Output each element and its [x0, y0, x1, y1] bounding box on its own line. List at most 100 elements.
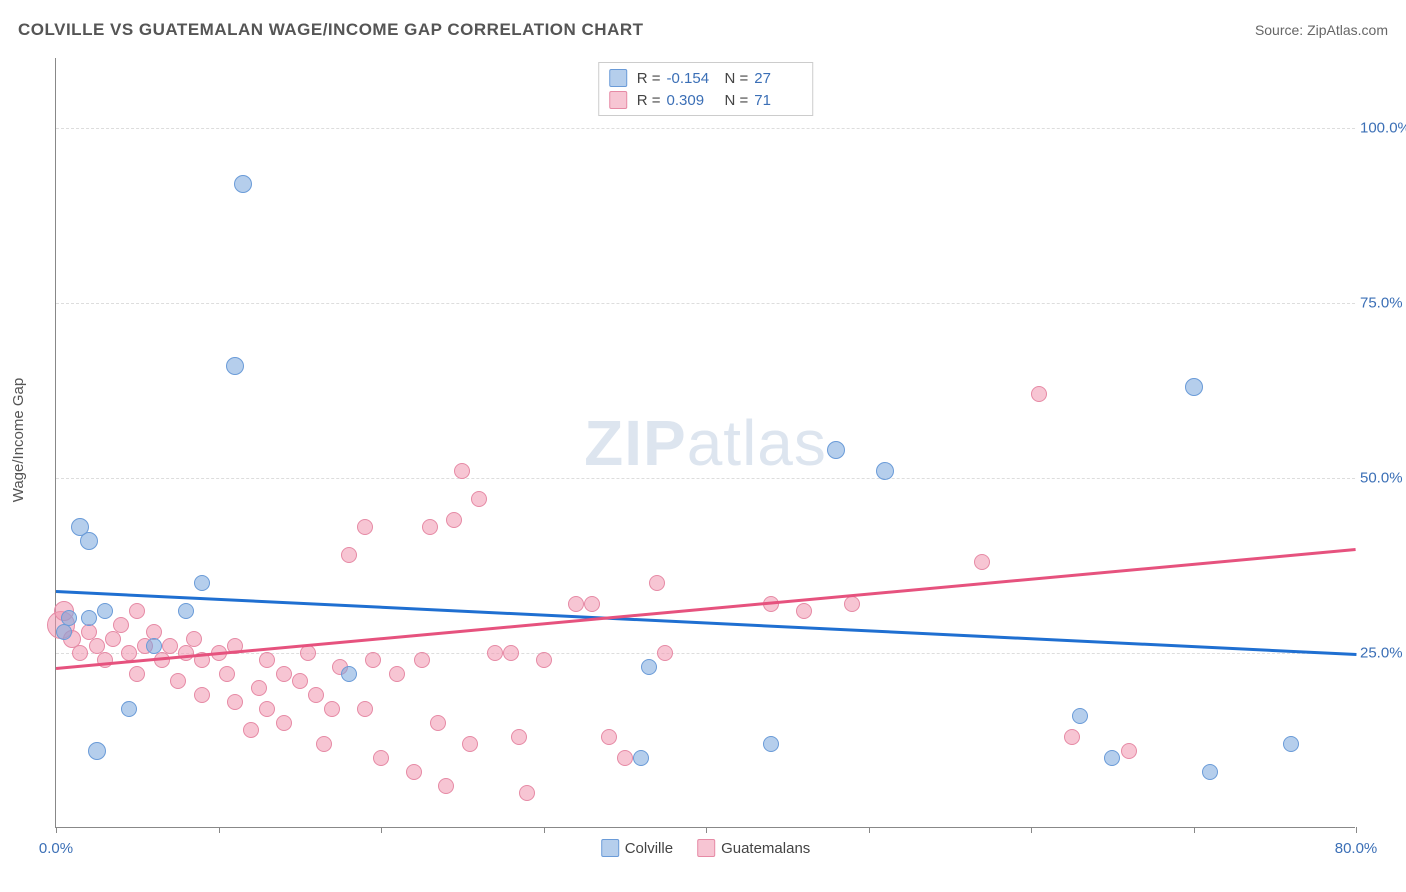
data-point	[186, 631, 202, 647]
x-tick	[381, 827, 382, 833]
data-point	[324, 701, 340, 717]
data-point	[226, 357, 244, 375]
data-point	[251, 680, 267, 696]
data-point	[536, 652, 552, 668]
n-label: N =	[725, 92, 749, 109]
x-tick-label: 80.0%	[1335, 840, 1378, 857]
data-point	[617, 750, 633, 766]
data-point	[584, 596, 600, 612]
y-tick-label: 100.0%	[1360, 120, 1406, 137]
y-axis-label: Wage/Income Gap	[10, 378, 27, 503]
legend-swatch	[601, 839, 619, 857]
data-point	[162, 638, 178, 654]
trend-line	[56, 548, 1356, 669]
data-point	[113, 617, 129, 633]
series-legend: Colville Guatemalans	[601, 839, 811, 857]
r-value: -0.154	[667, 70, 715, 87]
data-point	[121, 701, 137, 717]
data-point	[276, 715, 292, 731]
data-point	[259, 701, 275, 717]
n-label: N =	[725, 70, 749, 87]
data-point	[129, 603, 145, 619]
data-point	[259, 652, 275, 668]
n-value: 27	[754, 70, 802, 87]
data-point	[365, 652, 381, 668]
legend-swatch	[697, 839, 715, 857]
data-point	[56, 624, 72, 640]
trend-line	[56, 590, 1356, 655]
data-point	[1283, 736, 1299, 752]
data-point	[519, 785, 535, 801]
data-point	[974, 554, 990, 570]
data-point	[568, 596, 584, 612]
gridline	[56, 303, 1355, 304]
scatter-chart: ZIPatlas 25.0%50.0%75.0%100.0%0.0%80.0%R…	[55, 58, 1355, 828]
y-tick-label: 25.0%	[1360, 645, 1406, 662]
x-tick	[1031, 827, 1032, 833]
data-point	[1202, 764, 1218, 780]
legend-swatch	[609, 69, 627, 87]
data-point	[1031, 386, 1047, 402]
data-point	[194, 687, 210, 703]
data-point	[446, 512, 462, 528]
data-point	[796, 603, 812, 619]
chart-header: COLVILLE VS GUATEMALAN WAGE/INCOME GAP C…	[18, 20, 1388, 40]
data-point	[633, 750, 649, 766]
x-tick	[869, 827, 870, 833]
watermark: ZIPatlas	[584, 406, 827, 480]
gridline	[56, 653, 1355, 654]
data-point	[876, 462, 894, 480]
data-point	[389, 666, 405, 682]
watermark-atlas: atlas	[687, 407, 827, 479]
data-point	[178, 645, 194, 661]
series-name: Colville	[625, 840, 673, 857]
chart-source: Source: ZipAtlas.com	[1255, 22, 1388, 38]
data-point	[121, 645, 137, 661]
data-point	[227, 694, 243, 710]
series-legend-item: Guatemalans	[697, 839, 810, 857]
data-point	[105, 631, 121, 647]
x-tick	[219, 827, 220, 833]
data-point	[641, 659, 657, 675]
data-point	[194, 575, 210, 591]
data-point	[219, 666, 235, 682]
data-point	[1072, 708, 1088, 724]
x-tick	[1194, 827, 1195, 833]
data-point	[503, 645, 519, 661]
correlation-legend: R =-0.154N =27R =0.309N =71	[598, 62, 814, 116]
x-tick	[706, 827, 707, 833]
data-point	[72, 645, 88, 661]
data-point	[357, 519, 373, 535]
gridline	[56, 478, 1355, 479]
data-point	[454, 463, 470, 479]
x-tick	[1356, 827, 1357, 833]
data-point	[827, 441, 845, 459]
r-label: R =	[637, 70, 661, 87]
data-point	[308, 687, 324, 703]
data-point	[316, 736, 332, 752]
data-point	[406, 764, 422, 780]
data-point	[146, 638, 162, 654]
data-point	[341, 666, 357, 682]
data-point	[438, 778, 454, 794]
data-point	[763, 736, 779, 752]
chart-title: COLVILLE VS GUATEMALAN WAGE/INCOME GAP C…	[18, 20, 644, 40]
gridline	[56, 128, 1355, 129]
data-point	[1121, 743, 1137, 759]
data-point	[373, 750, 389, 766]
series-legend-item: Colville	[601, 839, 673, 857]
data-point	[1064, 729, 1080, 745]
r-label: R =	[637, 92, 661, 109]
data-point	[430, 715, 446, 731]
data-point	[357, 701, 373, 717]
data-point	[243, 722, 259, 738]
data-point	[657, 645, 673, 661]
r-value: 0.309	[667, 92, 715, 109]
data-point	[844, 596, 860, 612]
data-point	[292, 673, 308, 689]
correlation-legend-row: R =0.309N =71	[609, 89, 803, 111]
y-tick-label: 50.0%	[1360, 470, 1406, 487]
data-point	[414, 652, 430, 668]
watermark-zip: ZIP	[584, 407, 687, 479]
data-point	[88, 742, 106, 760]
